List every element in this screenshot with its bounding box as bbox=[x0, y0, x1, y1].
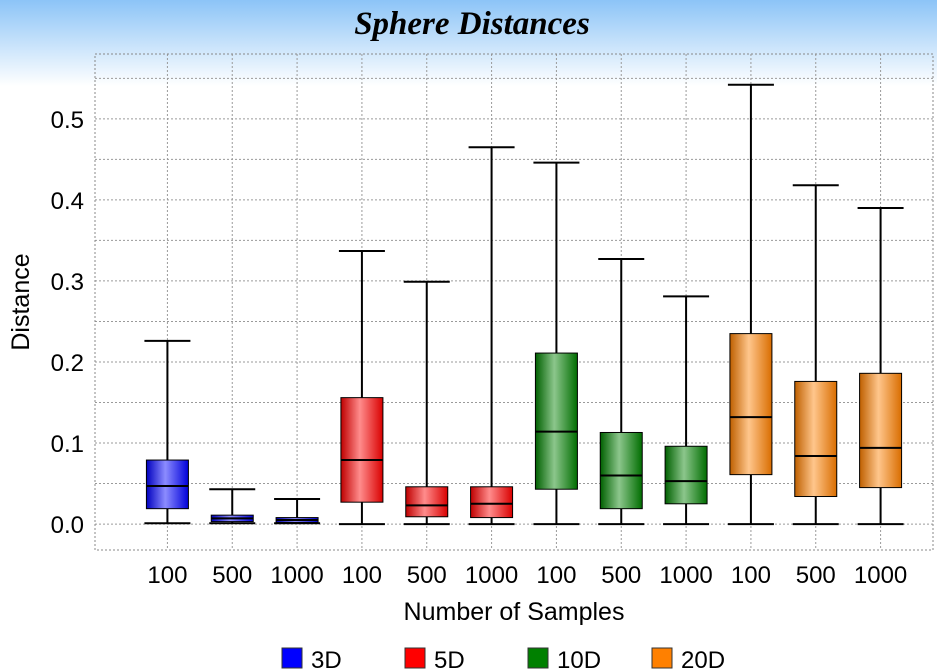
x-tick-label: 500 bbox=[601, 562, 641, 589]
box-iqr bbox=[794, 380, 838, 498]
box-iqr bbox=[534, 352, 578, 490]
x-tick-label: 1000 bbox=[270, 562, 323, 589]
box-3D-100 bbox=[144, 339, 191, 525]
box-3D-1000 bbox=[274, 497, 321, 525]
box-iqr bbox=[340, 397, 384, 503]
plot-area-border bbox=[94, 53, 934, 551]
box-plots bbox=[144, 83, 904, 526]
box-iqr bbox=[729, 333, 773, 476]
x-tick-label: 100 bbox=[342, 562, 382, 589]
box-10D-500 bbox=[598, 258, 645, 526]
legend-label-3D: 3D bbox=[311, 647, 342, 669]
box-5D-500 bbox=[403, 280, 450, 526]
x-axis-ticks: 100 500 1000 100 500 1000 100 500 1000 100 500 1000 bbox=[147, 562, 907, 589]
legend-label-20D: 20D bbox=[681, 647, 725, 669]
legend: 3D 5D 10D 20D bbox=[281, 647, 725, 669]
y-tick-label: 0.5 bbox=[51, 107, 84, 134]
box-5D-1000 bbox=[468, 146, 515, 526]
x-tick-label: 1000 bbox=[465, 562, 518, 589]
legend-label-5D: 5D bbox=[434, 647, 465, 669]
x-tick-label: 1000 bbox=[854, 562, 907, 589]
y-tick-label: 0.0 bbox=[51, 512, 84, 539]
box-5D-100 bbox=[338, 249, 385, 526]
y-tick-label: 0.2 bbox=[51, 350, 84, 377]
y-tick-label: 0.3 bbox=[51, 269, 84, 296]
x-tick-label: 100 bbox=[147, 562, 187, 589]
box-iqr bbox=[599, 431, 643, 510]
title-background bbox=[0, 0, 937, 86]
box-iqr bbox=[405, 486, 449, 518]
x-tick-label: 500 bbox=[212, 562, 252, 589]
x-tick-label: 100 bbox=[536, 562, 576, 589]
box-iqr bbox=[664, 445, 708, 505]
legend-swatch-3D bbox=[281, 647, 303, 669]
x-tick-label: 500 bbox=[796, 562, 836, 589]
y-tick-label: 0.1 bbox=[51, 431, 84, 458]
x-tick-label: 500 bbox=[407, 562, 447, 589]
box-iqr bbox=[859, 372, 903, 489]
box-3D-500 bbox=[209, 488, 256, 525]
x-tick-label: 100 bbox=[731, 562, 771, 589]
chart-title: Sphere Distances bbox=[354, 6, 590, 42]
box-10D-1000 bbox=[663, 295, 710, 526]
legend-swatch-5D bbox=[404, 647, 426, 669]
x-axis-label: Number of Samples bbox=[404, 598, 625, 626]
box-20D-100 bbox=[727, 83, 774, 526]
legend-label-10D: 10D bbox=[557, 647, 601, 669]
box-10D-100 bbox=[533, 161, 580, 526]
box-iqr bbox=[145, 459, 189, 510]
x-tick-label: 1000 bbox=[659, 562, 712, 589]
box-iqr bbox=[470, 486, 514, 519]
y-axis-ticks: 0.0 0.1 0.2 0.3 0.4 0.5 bbox=[51, 107, 84, 539]
box-20D-1000 bbox=[857, 206, 904, 526]
legend-swatch-20D bbox=[651, 647, 673, 669]
legend-swatch-10D bbox=[527, 647, 549, 669]
box-20D-500 bbox=[792, 184, 839, 526]
y-axis-label: Distance bbox=[7, 253, 35, 350]
y-tick-label: 0.4 bbox=[51, 188, 84, 215]
